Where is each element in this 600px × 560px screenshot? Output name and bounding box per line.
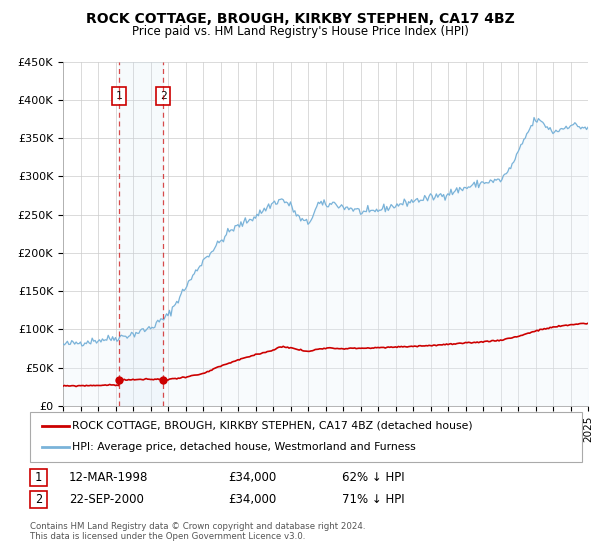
Text: £34,000: £34,000 — [228, 470, 276, 484]
Text: 2: 2 — [160, 91, 166, 101]
Text: ROCK COTTAGE, BROUGH, KIRKBY STEPHEN, CA17 4BZ: ROCK COTTAGE, BROUGH, KIRKBY STEPHEN, CA… — [86, 12, 514, 26]
Text: 1: 1 — [35, 470, 42, 484]
Text: 71% ↓ HPI: 71% ↓ HPI — [342, 493, 404, 506]
Text: 12-MAR-1998: 12-MAR-1998 — [69, 470, 148, 484]
Text: 62% ↓ HPI: 62% ↓ HPI — [342, 470, 404, 484]
Text: Contains HM Land Registry data © Crown copyright and database right 2024.
This d: Contains HM Land Registry data © Crown c… — [30, 522, 365, 542]
Text: 1: 1 — [115, 91, 122, 101]
Text: Price paid vs. HM Land Registry's House Price Index (HPI): Price paid vs. HM Land Registry's House … — [131, 25, 469, 38]
Text: ROCK COTTAGE, BROUGH, KIRKBY STEPHEN, CA17 4BZ (detached house): ROCK COTTAGE, BROUGH, KIRKBY STEPHEN, CA… — [72, 421, 473, 431]
Text: 2: 2 — [35, 493, 42, 506]
Text: HPI: Average price, detached house, Westmorland and Furness: HPI: Average price, detached house, West… — [72, 442, 416, 452]
Text: 22-SEP-2000: 22-SEP-2000 — [69, 493, 144, 506]
Text: £34,000: £34,000 — [228, 493, 276, 506]
Bar — [119, 62, 163, 406]
